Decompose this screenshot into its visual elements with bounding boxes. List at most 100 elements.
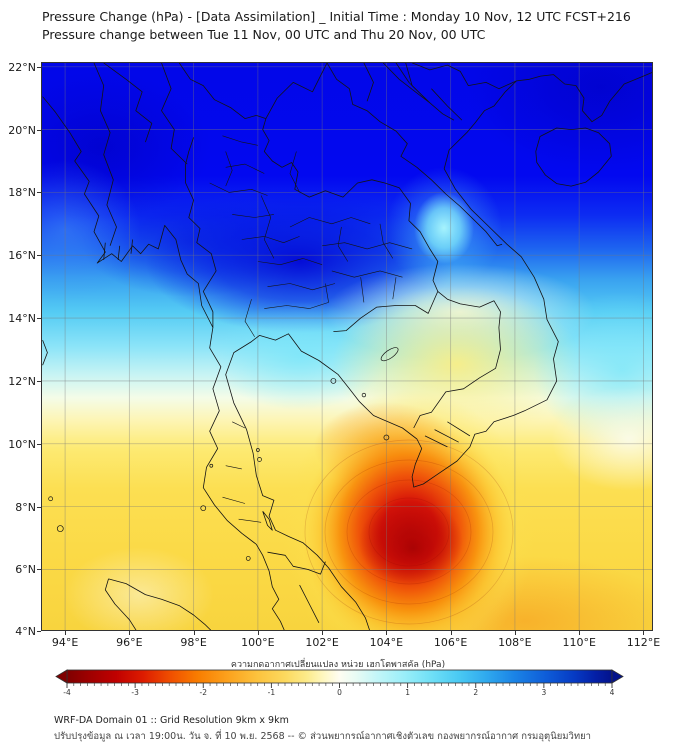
x-tick-label: 104°E	[369, 636, 404, 649]
penin-prov-4	[238, 518, 262, 523]
y-tick-mark	[37, 318, 41, 320]
page-subtitle: Pressure change between Tue 11 Nov, 00 U…	[42, 27, 486, 42]
contour-rings	[304, 439, 514, 625]
thai-prov-8	[264, 302, 329, 309]
x-tick-label: 112°E	[626, 636, 661, 649]
y-tick-label: 18°N	[8, 186, 36, 200]
island	[257, 457, 262, 462]
thai-prov-12	[260, 195, 275, 259]
thai-prov-20	[225, 151, 233, 187]
x-tick-label: 96°E	[116, 636, 143, 649]
y-tick-label: 6°N	[15, 563, 36, 577]
colorbar-tick-label: -4	[63, 688, 71, 697]
thai-prov-16	[244, 299, 255, 338]
border-laos-china	[265, 62, 328, 119]
thai-prov-3	[209, 182, 268, 196]
penin-prov-3	[222, 496, 246, 504]
x-tick-mark	[257, 631, 259, 635]
delta-irrawaddy-3	[130, 239, 133, 254]
island	[256, 448, 260, 452]
coast-gulf-vietnam-china	[225, 71, 653, 631]
thai-prov-18	[360, 277, 365, 303]
island	[330, 378, 337, 384]
colorbar-label: ความกดอากาศเปลี่ยนแปลง หน่วย เฮกโตพาสคัล…	[230, 660, 446, 670]
island	[245, 556, 251, 561]
y-tick-mark	[37, 129, 41, 131]
myanmar-interior-1	[103, 62, 153, 143]
plot-frame	[41, 62, 653, 631]
y-tick-mark	[37, 380, 41, 382]
model-info: WRF-DA Domain 01 :: Grid Resolution 9km …	[54, 715, 289, 726]
border-mekong-laos	[256, 115, 501, 429]
y-tick-label: 16°N	[8, 249, 36, 263]
grid-lines	[41, 62, 653, 631]
border-laos-vietnam	[326, 62, 503, 247]
x-tick-label: 110°E	[562, 636, 596, 649]
thai-prov-13	[289, 151, 300, 193]
thai-prov-17	[325, 283, 329, 303]
x-tick-mark	[386, 631, 388, 635]
delta-irrawaddy-2	[117, 245, 121, 260]
x-tick-mark	[129, 631, 131, 635]
river-red-1	[382, 62, 455, 121]
colorbar-tick-label: 4	[609, 688, 615, 697]
x-tick-mark	[579, 631, 581, 635]
x-tick-mark	[322, 631, 324, 635]
colorbar	[55, 669, 624, 688]
map-plot-area	[41, 62, 653, 631]
delta-mekong-3	[447, 421, 471, 437]
island	[361, 392, 367, 398]
hainan-island	[535, 127, 612, 187]
x-tick-label: 98°E	[180, 636, 207, 649]
x-tick-label: 108°E	[498, 636, 532, 649]
malaysia-ridge	[299, 584, 320, 623]
thai-prov-10	[322, 242, 413, 250]
colorbar-tick-label: -3	[131, 688, 139, 697]
x-tick-label: 94°E	[51, 636, 79, 649]
thai-prov-14	[337, 226, 349, 262]
update-info: ปรับปรุงข้อมูล ณ เวลา 19:00น. วัน จ. ที่…	[54, 731, 592, 742]
island	[383, 434, 390, 441]
island	[56, 525, 64, 532]
page-title: Pressure Change (hPa) - [Data Assimilati…	[42, 9, 631, 24]
border-myanmar-china	[178, 62, 257, 119]
y-tick-mark	[37, 192, 41, 194]
thai-prov-19	[392, 277, 397, 300]
thai-prov-1	[222, 135, 258, 146]
y-tick-label: 10°N	[8, 437, 36, 451]
pressure-field	[41, 62, 653, 631]
andaman-islands	[42, 339, 48, 366]
delta-mekong-1	[424, 435, 448, 448]
colorbar-tick-label: 1	[405, 688, 411, 697]
y-tick-mark	[37, 631, 41, 632]
x-tick-mark	[450, 631, 452, 635]
colorbar-tick-label: 2	[473, 688, 479, 697]
border-thailand-cambodia	[333, 291, 439, 332]
y-tick-label: 4°N	[15, 625, 36, 638]
border-malaysia-thailand	[267, 551, 326, 575]
x-tick-label: 106°E	[433, 636, 468, 649]
thai-prov-2	[225, 163, 265, 174]
cyan-anomaly-blob	[414, 192, 474, 264]
y-tick-mark	[37, 506, 41, 508]
island	[48, 496, 53, 502]
x-tick-mark	[65, 631, 67, 635]
thai-prov-5	[241, 236, 300, 243]
thai-prov-4	[232, 214, 274, 218]
y-tick-label: 12°N	[8, 374, 36, 388]
y-tick-mark	[37, 255, 41, 257]
penin-prov-2	[225, 465, 242, 470]
island	[200, 505, 207, 512]
y-tick-mark	[37, 443, 41, 445]
nviet-squiggle-1	[363, 62, 374, 102]
myanmar-interior-2	[161, 62, 188, 165]
colorbar-tick-label: -1	[267, 688, 276, 697]
y-tick-mark	[37, 66, 41, 68]
delta-mekong-2	[434, 429, 459, 443]
colorbar-tick-label: 3	[541, 688, 547, 697]
border-china-vietnam	[411, 62, 517, 90]
delta-irrawaddy-1	[103, 242, 106, 260]
thai-prov-9	[289, 217, 371, 228]
nviet-squiggle-2	[405, 62, 429, 102]
